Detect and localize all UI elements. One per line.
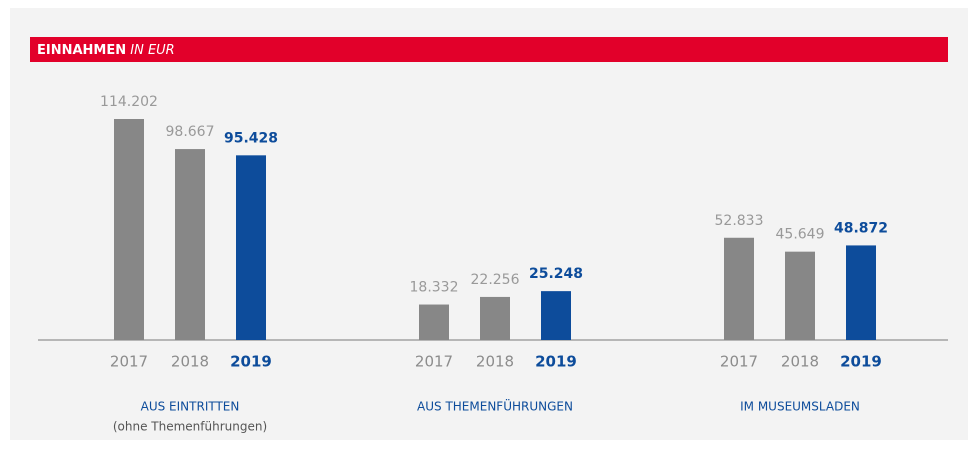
- category-label: IM MUSEUMSLADEN: [740, 400, 860, 414]
- value-label: 22.256: [471, 272, 520, 288]
- year-label: 2019: [230, 353, 272, 371]
- year-label: 2019: [840, 353, 882, 371]
- year-label: 2017: [110, 353, 148, 371]
- bar: [175, 149, 205, 340]
- bar: [114, 119, 144, 340]
- bar: [480, 296, 510, 340]
- value-label: 45.649: [776, 227, 825, 243]
- value-label: 114.202: [100, 94, 158, 110]
- chart-title: EINNAHMEN IN EUR: [37, 43, 175, 58]
- year-label: 2017: [720, 353, 758, 371]
- title: EINNAHMEN: [37, 43, 126, 58]
- bar: [724, 237, 754, 340]
- value-label: 18.332: [410, 280, 459, 296]
- value-label: 48.872: [834, 220, 888, 236]
- value-label: 95.428: [224, 130, 278, 146]
- category-label: AUS EINTRITTEN: [141, 400, 240, 414]
- bar: [236, 155, 266, 340]
- panel: [10, 8, 968, 440]
- value-label: 52.833: [715, 213, 764, 229]
- year-label: 2017: [415, 353, 453, 371]
- year-label: 2019: [535, 353, 577, 371]
- category-note: (ohne Themenführungen): [113, 420, 267, 434]
- value-label: 25.248: [529, 266, 583, 282]
- value-label: 98.667: [166, 124, 215, 140]
- category-label: AUS THEMENFÜHRUNGEN: [417, 398, 573, 414]
- year-label: 2018: [171, 353, 209, 371]
- header-bar: [30, 37, 948, 62]
- bar: [846, 245, 876, 340]
- bar: [785, 251, 815, 340]
- subtitle: IN EUR: [130, 43, 174, 58]
- bar: [419, 304, 449, 340]
- bar: [541, 291, 571, 340]
- year-label: 2018: [781, 353, 819, 371]
- year-label: 2018: [476, 353, 514, 371]
